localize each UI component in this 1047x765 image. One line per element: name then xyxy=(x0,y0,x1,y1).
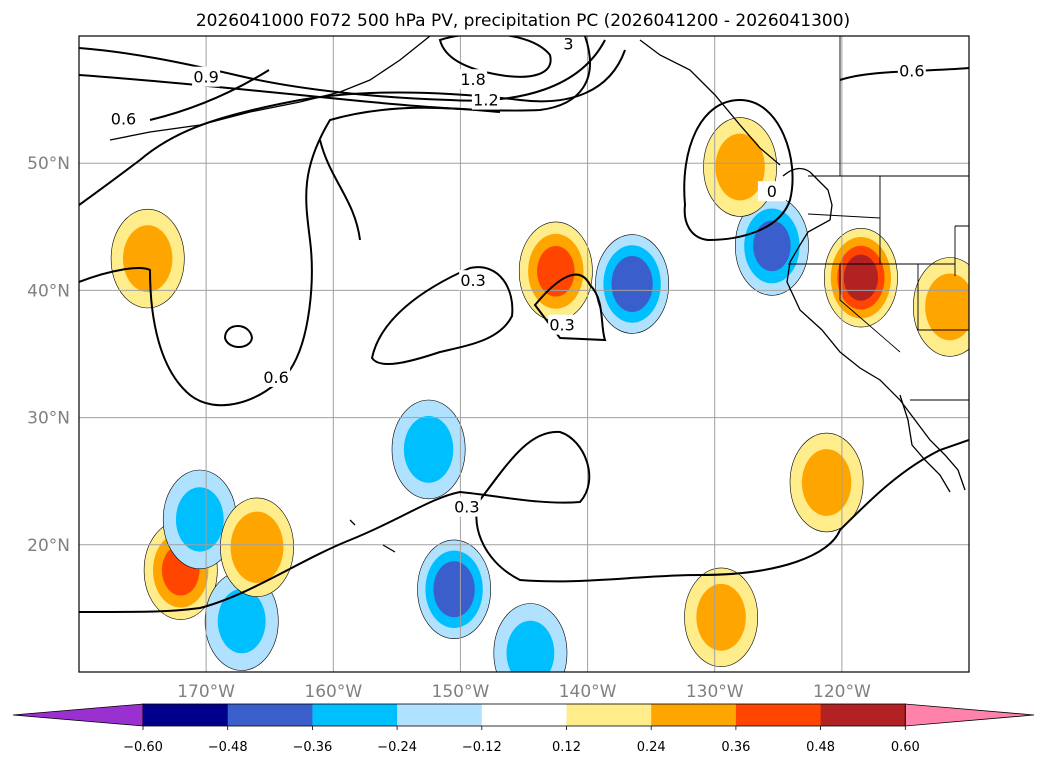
precip-anomaly-layer xyxy=(110,117,969,672)
pv-contour-label-3: 1.2 xyxy=(473,91,498,110)
colorbar-tick-label-2: −0.36 xyxy=(292,740,332,755)
pv-contour-lines xyxy=(79,36,969,613)
colorbar xyxy=(12,703,1035,727)
colorbar-segment-1 xyxy=(227,704,313,726)
precip-anomaly-0-level-2 xyxy=(537,245,575,297)
lon-tick-label-4: 130°W xyxy=(686,682,744,702)
colorbar-tick-label-7: 0.36 xyxy=(721,740,750,755)
longitude-tick-labels: 170°W 160°W 150°W 140°W 130°W 120°W xyxy=(177,682,871,702)
pv-contour-label-9: 0.6 xyxy=(263,368,288,387)
pv-contour-labels: 0.9 0.6 1.8 1.2 3 0.6 0 0.3 0.3 0.6 0.3 xyxy=(109,33,926,517)
precip-anomaly-15-level-1 xyxy=(801,449,852,516)
colorbar-segment-2 xyxy=(312,704,398,726)
map-frame xyxy=(78,35,970,673)
precip-anomaly-9-level-1 xyxy=(175,487,224,552)
pv-contour-label-7: 0.3 xyxy=(460,271,485,290)
precip-anomaly-3-level-2 xyxy=(753,220,791,272)
pv-contour-label-4: 3 xyxy=(563,35,573,54)
colorbar-tick-label-9: 0.60 xyxy=(891,740,920,755)
lon-tick-label-0: 170°W xyxy=(177,682,235,702)
precip-anomaly-13-level-1 xyxy=(506,620,555,672)
lon-tick-label-3: 140°W xyxy=(559,682,617,702)
precip-anomaly-6-level-1 xyxy=(403,416,454,483)
precip-anomaly-2-level-3 xyxy=(843,254,879,301)
colorbar-tick-label-1: −0.48 xyxy=(208,740,248,755)
pv-contour-label-bg-6 xyxy=(757,181,786,202)
lat-tick-label-3: 20°N xyxy=(27,536,70,556)
colorbar-segment-3 xyxy=(397,704,483,726)
pv-contour-label-bg-7 xyxy=(459,270,488,291)
pv-contour-label-5: 0.6 xyxy=(899,61,924,80)
pv-contour-label-bg-4 xyxy=(554,33,583,54)
pv-contour-label-bg-1 xyxy=(109,108,138,129)
precip-anomaly-5-level-1 xyxy=(123,225,173,292)
lat-tick-label-1: 40°N xyxy=(27,281,70,301)
colorbar-tick-label-6: 0.24 xyxy=(637,740,666,755)
precip-anomaly-12-level-1 xyxy=(696,583,746,651)
pv-contour-label-bg-0 xyxy=(192,66,221,87)
colorbar-tick-label-5: 0.12 xyxy=(552,740,581,755)
pv-contour-label-6: 0 xyxy=(767,182,777,201)
country-state-borders xyxy=(788,36,969,401)
pv-contour-label-2: 1.8 xyxy=(460,70,485,89)
colorbar-segment-5 xyxy=(566,704,652,726)
colorbar-tick-label-3: −0.24 xyxy=(377,740,417,755)
colorbar-tick-label-0: −0.60 xyxy=(123,740,163,755)
pv-contour-label-bg-5 xyxy=(897,60,926,81)
pv-contour-label-bg-3 xyxy=(471,89,500,110)
chart-title: 2026041000 F072 500 hPa PV, precipitatio… xyxy=(196,11,850,31)
colorbar-extend-max xyxy=(904,703,1035,727)
lon-tick-label-5: 120°W xyxy=(813,682,871,702)
precip-anomaly-11-level-1 xyxy=(230,511,284,583)
colorbar-extend-min xyxy=(12,703,144,727)
pv-contour-label-8: 0.3 xyxy=(549,316,574,335)
pv-contour-label-10: 0.3 xyxy=(454,498,479,517)
colorbar-segment-4 xyxy=(481,704,567,726)
pv-contour-label-bg-9 xyxy=(262,366,291,387)
colorbar-segment-0 xyxy=(143,704,229,726)
coastlines xyxy=(109,36,966,553)
colorbar-segment-7 xyxy=(735,704,822,726)
precip-anomaly-4-level-1 xyxy=(715,133,765,201)
lat-tick-label-0: 50°N xyxy=(27,154,70,174)
colorbar-segment-8 xyxy=(820,704,906,726)
pv-contour-label-1: 0.6 xyxy=(111,110,136,129)
colorbar-frame xyxy=(142,703,906,727)
precip-anomaly-1-level-2 xyxy=(611,256,653,312)
colorbar-tick-label-8: 0.48 xyxy=(806,740,835,755)
pv-contour-label-bg-8 xyxy=(548,314,577,335)
lon-tick-label-2: 150°W xyxy=(432,682,490,702)
colorbar-segment-6 xyxy=(651,704,737,726)
colorbar-tick-labels: −0.60 −0.48 −0.36 −0.24 −0.12 0.12 0.24 0.36 0.4… xyxy=(123,726,920,755)
precip-anomaly-7-level-2 xyxy=(433,561,475,618)
pv-contour-label-bg-10 xyxy=(452,496,481,517)
pv-contour-label-0: 0.9 xyxy=(193,68,218,87)
colorbar-tick-label-4: −0.12 xyxy=(462,740,502,755)
precip-anomaly-10-level-1 xyxy=(217,588,266,654)
graticule xyxy=(79,36,969,672)
lat-tick-label-2: 30°N xyxy=(27,409,70,429)
latitude-tick-labels: 50°N 40°N 30°N 20°N xyxy=(27,154,70,556)
lon-tick-label-1: 160°W xyxy=(304,682,362,702)
pv-contour-label-bg-2 xyxy=(459,69,488,90)
